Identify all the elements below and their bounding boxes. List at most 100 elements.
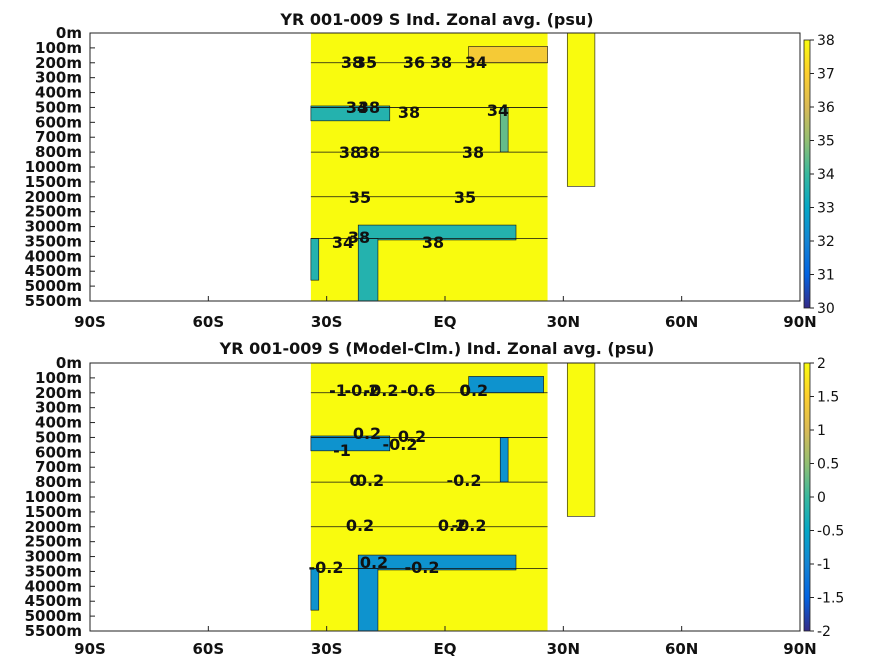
field-region — [357, 554, 517, 571]
y-tick-label: 3500m — [25, 562, 82, 580]
colorbar-tick-label: -1.5 — [817, 591, 844, 607]
colorbar-tick-label: -2 — [817, 624, 831, 640]
contour-label: 38 — [339, 143, 361, 162]
bottom-chart-title: YR 001-009 S (Model-Clm.) Ind. Zonal avg… — [219, 339, 655, 358]
y-tick-label: 800m — [35, 473, 82, 491]
contour-label: 0.2 — [398, 427, 426, 446]
contour-label: 36 — [403, 53, 425, 72]
contour-label: -1 — [333, 441, 351, 460]
salinity-panel: YR 001-009 S Ind. Zonal avg. (psu) 0m100… — [25, 10, 835, 331]
contour-label: 0.2 — [460, 381, 488, 400]
field-region — [499, 437, 509, 483]
y-tick-label: 3000m — [25, 548, 82, 566]
y-tick-label: 200m — [35, 54, 82, 72]
contour-label: 34 — [332, 233, 354, 252]
y-tick-label: 300m — [35, 399, 82, 417]
x-tick-label: 30S — [311, 313, 343, 331]
contour-label: 38 — [341, 53, 363, 72]
salinity-anomaly-panel: YR 001-009 S (Model-Clm.) Ind. Zonal avg… — [25, 339, 845, 656]
colorbar-tick-label: -1 — [817, 557, 831, 573]
contour-label: 34 — [465, 53, 487, 72]
x-tick-label: 60N — [665, 313, 698, 331]
y-tick-label: 300m — [35, 69, 82, 87]
y-tick-label: 1500m — [25, 503, 82, 521]
y-tick-label: 3000m — [25, 218, 82, 236]
y-tick-label: 2500m — [25, 533, 82, 551]
field-region — [357, 224, 517, 241]
colorbar-tick-label: 38 — [817, 33, 835, 49]
contour-label: 34 — [487, 101, 509, 120]
contour-label: 35 — [349, 188, 371, 207]
y-tick-label: 600m — [35, 443, 82, 461]
x-tick-label: 60S — [192, 640, 224, 656]
y-tick-label: 1000m — [25, 488, 82, 506]
colorbar-tick-label: 36 — [817, 100, 835, 116]
contour-label: 0.2 — [356, 471, 384, 490]
contour-label: 38 — [462, 143, 484, 162]
contour-label: 35 — [355, 53, 377, 72]
y-tick-label: 1500m — [25, 173, 82, 191]
contour-label: 35 — [454, 188, 476, 207]
y-tick-label: 3500m — [25, 232, 82, 250]
contour-label: 0.2 — [438, 516, 466, 535]
y-tick-label: 200m — [35, 384, 82, 402]
x-tick-label: 90S — [74, 640, 106, 656]
x-tick-label: 90S — [74, 313, 106, 331]
y-tick-label: 5000m — [25, 277, 82, 295]
colorbar-tick-label: 34 — [817, 167, 835, 183]
y-tick-label: 800m — [35, 143, 82, 161]
bottom-colorbar-ramp — [803, 362, 811, 632]
field-region — [566, 32, 596, 187]
colorbar-tick-label: 2 — [817, 356, 826, 372]
field-region — [357, 238, 379, 302]
colorbar-tick-label: 32 — [817, 234, 835, 250]
top-chart-title: YR 001-009 S Ind. Zonal avg. (psu) — [279, 10, 593, 29]
x-tick-label: 30S — [311, 640, 343, 656]
contour-label: -0.2 — [345, 381, 380, 400]
contour-label: 38 — [358, 98, 380, 117]
y-tick-label: 4000m — [25, 577, 82, 595]
bottom-plot-area — [89, 362, 801, 632]
y-tick-label: 0m — [56, 24, 82, 42]
y-tick-label: 1000m — [25, 158, 82, 176]
colorbar-tick-label: 1.5 — [817, 390, 839, 406]
y-tick-label: 4500m — [25, 262, 82, 280]
top-colorbar-ramp — [803, 39, 811, 309]
contour-label: 0 — [459, 381, 470, 400]
y-tick-label: 700m — [35, 458, 82, 476]
contour-label: 0.2 — [360, 553, 388, 572]
y-tick-label: 2500m — [25, 203, 82, 221]
contour-label: 38 — [422, 233, 444, 252]
bottom-colorbar: 2 1.5 1 0.5 0 -0.5 -1 -1.5 -2 — [803, 356, 844, 640]
contour-label: -0.2 — [447, 471, 482, 490]
field-region — [310, 363, 548, 631]
y-tick-label: 4500m — [25, 592, 82, 610]
contour-label: -0.2 — [309, 558, 344, 577]
contour-label: 0 — [349, 471, 360, 490]
x-tick-label: 90N — [783, 313, 816, 331]
colorbar-tick-label: 33 — [817, 201, 835, 217]
colorbar-tick-label: 0.5 — [817, 457, 839, 473]
contour-label: 0.2 — [353, 424, 381, 443]
y-tick-label: 2000m — [25, 518, 82, 536]
contour-label: 38 — [358, 143, 380, 162]
top-plot-area — [89, 32, 801, 302]
x-tick-label: 30N — [547, 313, 580, 331]
x-tick-label: 30N — [547, 640, 580, 656]
y-tick-label: 500m — [35, 428, 82, 446]
y-tick-label: 100m — [35, 39, 82, 57]
y-tick-label: 4000m — [25, 247, 82, 265]
y-tick-label: 500m — [35, 98, 82, 116]
colorbar-tick-label: 31 — [817, 268, 835, 284]
contour-label: -0.2 — [364, 381, 399, 400]
contour-label: 38 — [430, 53, 452, 72]
contour-label: 38 — [398, 103, 420, 122]
field-region — [357, 568, 379, 632]
y-tick-label: 5500m — [25, 622, 82, 640]
y-tick-label: 2000m — [25, 188, 82, 206]
contour-label: -0.6 — [401, 381, 436, 400]
y-tick-label: 400m — [35, 414, 82, 432]
contour-label: 0.2 — [346, 516, 374, 535]
colorbar-tick-label: 35 — [817, 134, 835, 150]
